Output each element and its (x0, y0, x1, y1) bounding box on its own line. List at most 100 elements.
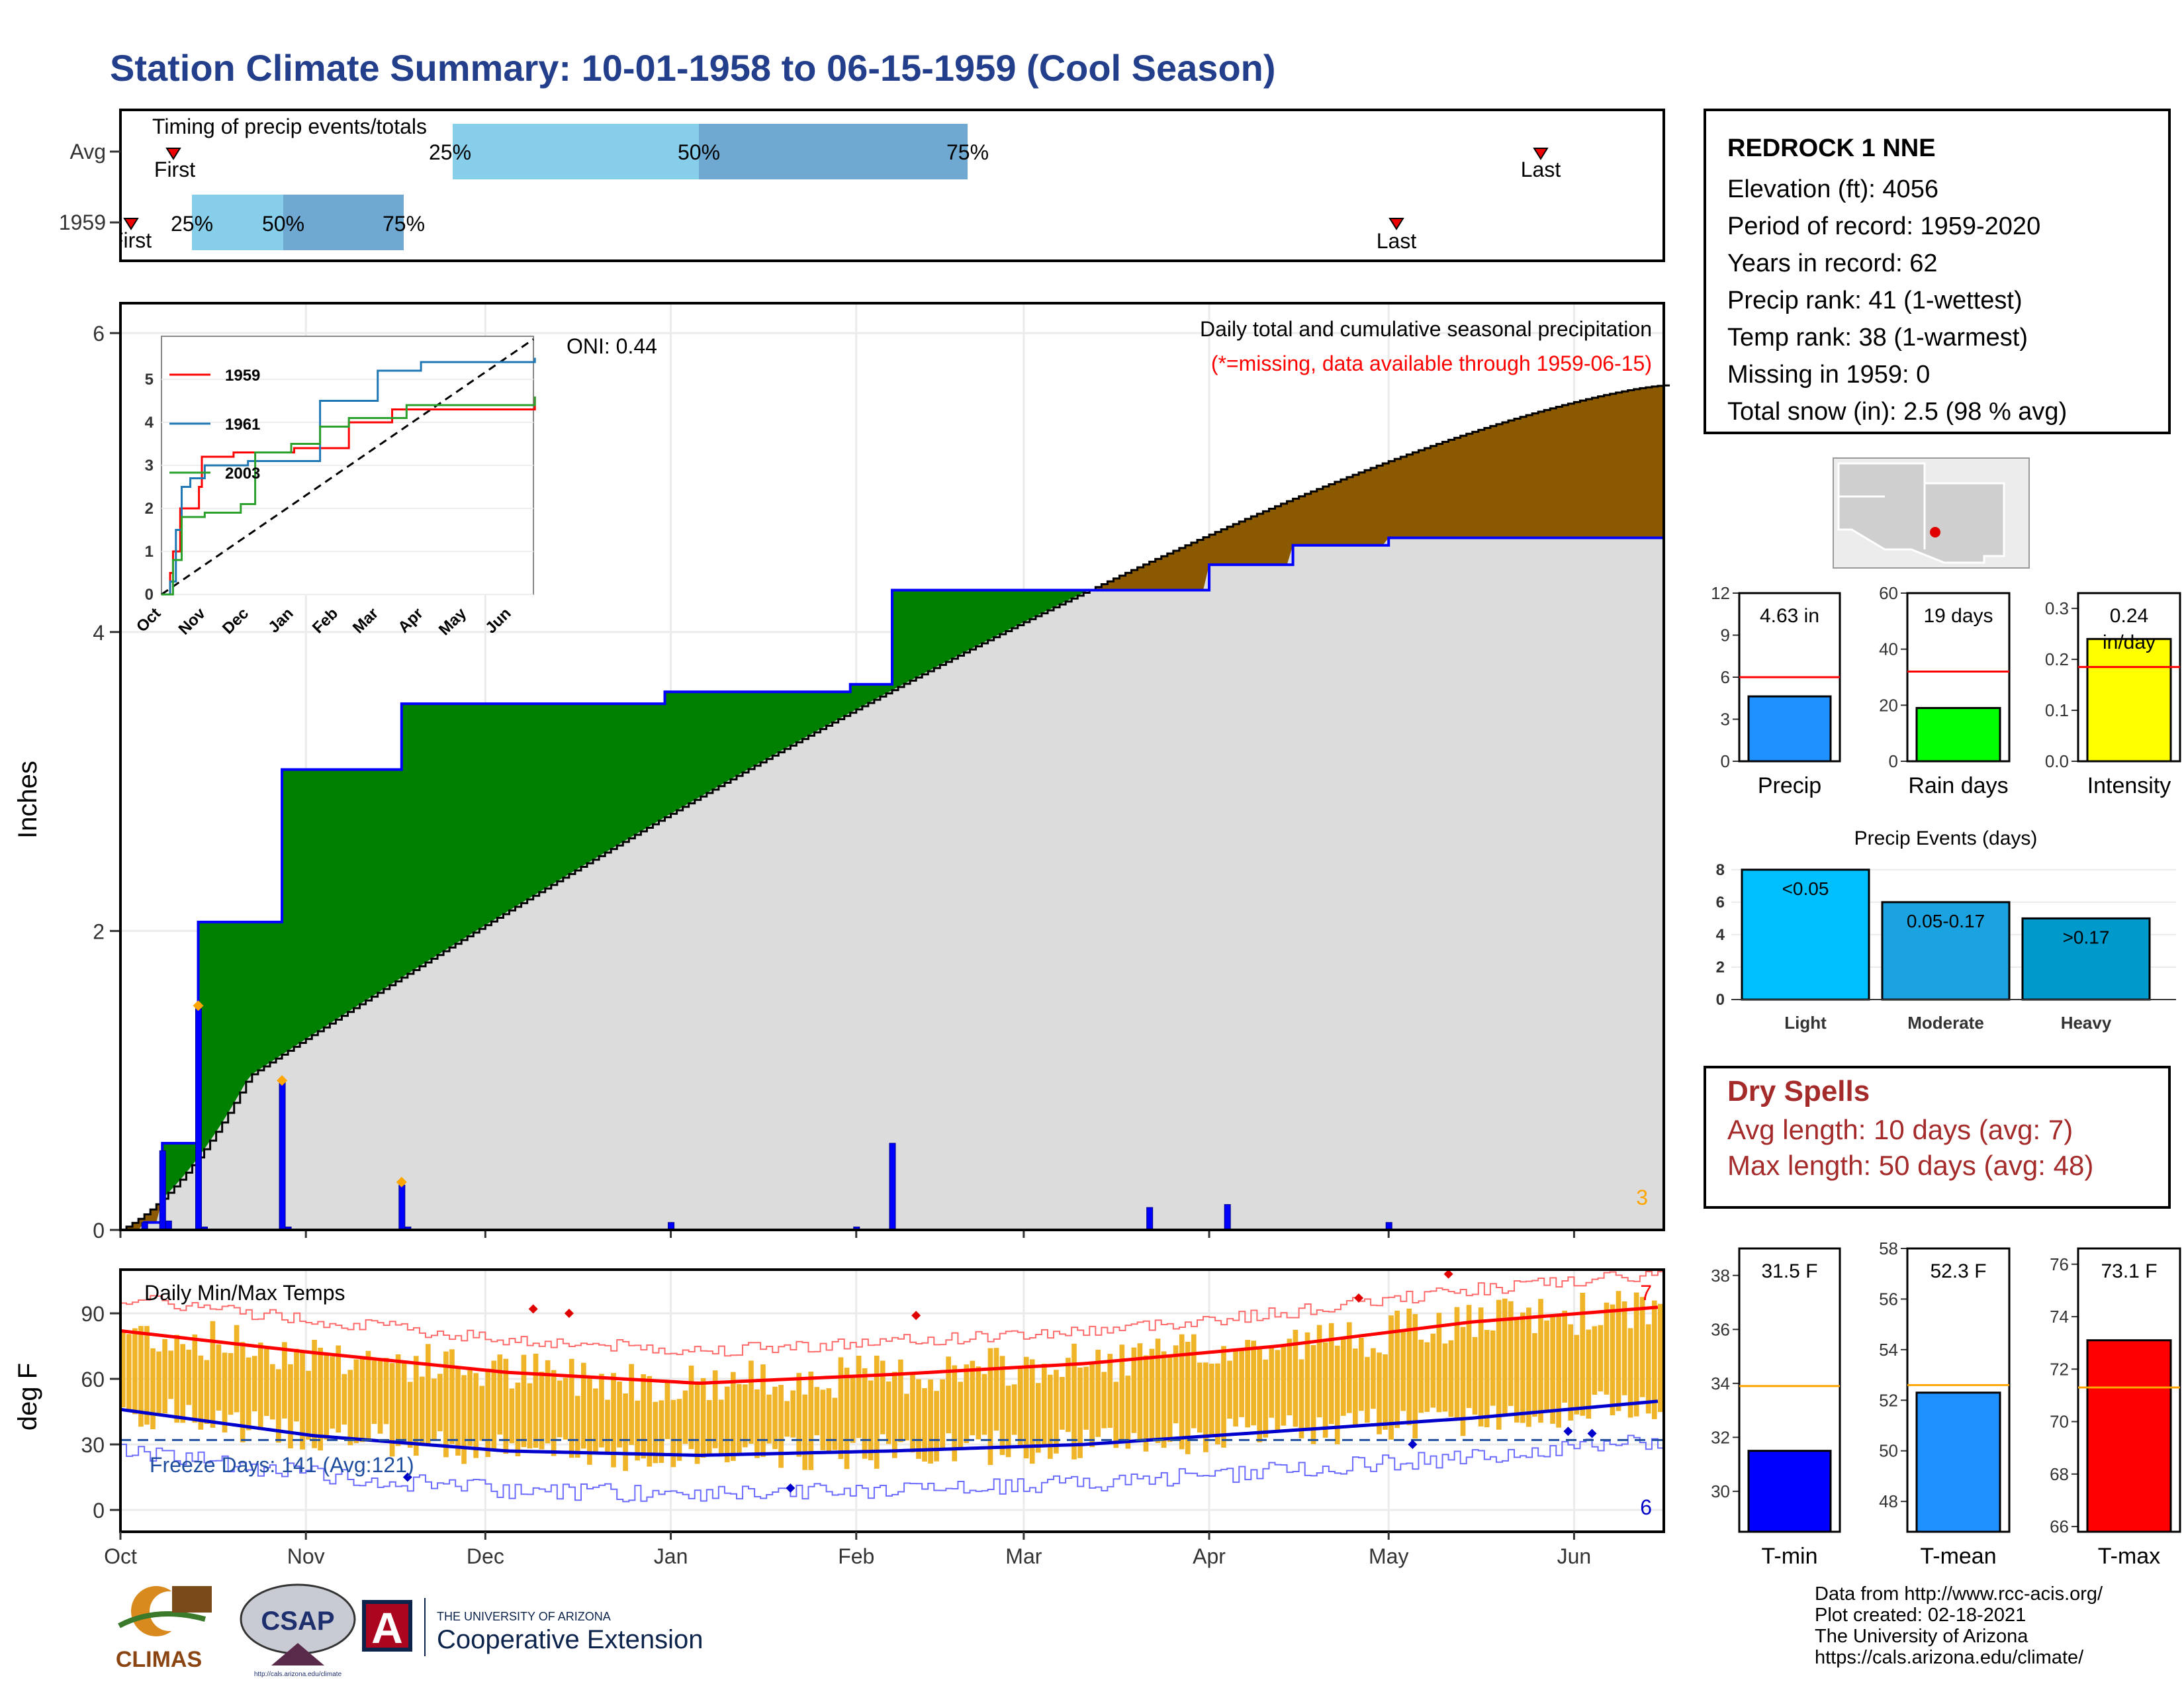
temp-range-bar (1041, 1364, 1047, 1446)
temp-range-bar (910, 1374, 915, 1453)
temp-range-bar (1233, 1351, 1238, 1427)
temp-range-bar (664, 1380, 670, 1439)
surplus-segment (1627, 390, 1635, 538)
surplus-segment (1394, 459, 1401, 538)
timing-yr-first: First (111, 228, 152, 252)
temp-range-bar (749, 1360, 754, 1444)
deficit-segment (868, 684, 875, 704)
temp-range-bar (964, 1364, 970, 1444)
temp-range-bar (1155, 1338, 1161, 1443)
temp-range-bar (647, 1376, 653, 1467)
temp-range-bar (138, 1326, 144, 1427)
temp-ylabel: deg F (13, 1363, 42, 1430)
temp-range-bar (1060, 1377, 1065, 1430)
temp-range-bar (1298, 1359, 1304, 1438)
temp-range-bar (1185, 1341, 1191, 1454)
surplus-segment (1328, 484, 1336, 545)
deficit-segment (826, 692, 833, 726)
temp-range-bar (820, 1389, 826, 1450)
temp-range-bar (874, 1355, 880, 1469)
surplus-segment (1245, 518, 1251, 565)
summary-category-label: Intensity (2087, 773, 2171, 798)
surplus-segment (1502, 422, 1509, 538)
record-high-marker (911, 1311, 921, 1321)
precip-plot (120, 384, 1670, 1231)
surplus-segment (1322, 487, 1330, 545)
deficit-segment (623, 704, 629, 842)
surplus-segment (1215, 532, 1222, 565)
deficit-segment (886, 684, 893, 694)
inset-ytick-label: 3 (145, 457, 154, 475)
temp-range-bar (347, 1370, 353, 1446)
surplus-segment (1550, 408, 1557, 538)
temp-range-bar (407, 1382, 413, 1448)
deficit-segment (987, 590, 995, 641)
summary-ytick-label: 56 (1879, 1289, 1898, 1309)
temp-range-bar (533, 1353, 539, 1448)
deficit-segment (599, 704, 606, 857)
deficit-segment (772, 692, 779, 756)
deficit-segment (946, 590, 952, 662)
deficit-segment (659, 704, 666, 821)
deficit-segment (964, 590, 971, 653)
deficit-segment (635, 704, 641, 835)
surplus-segment (1143, 564, 1150, 590)
timing-avg-first-marker (165, 148, 181, 160)
summary-category-label: T-min (1762, 1544, 1818, 1569)
temp-range-bar (880, 1360, 886, 1434)
temp-range-bar (706, 1400, 712, 1456)
month-axis: Oct Nov Dec Jan Feb Mar Apr May Jun (104, 1532, 1591, 1568)
deficit-segment (294, 769, 300, 1047)
temp-range-bar (263, 1348, 269, 1417)
deficit-segment (647, 704, 654, 828)
deficit-segment (844, 692, 851, 716)
temp-range-bar (928, 1379, 933, 1464)
daily-precip-bar (159, 1150, 166, 1231)
temp-range-bar (455, 1368, 461, 1456)
temp-range-bar (676, 1399, 682, 1461)
summary-value-bar (1915, 1391, 2001, 1533)
deficit-segment (563, 704, 570, 878)
temp-range-bar (599, 1374, 604, 1448)
temp-label: Daily Min/Max Temps (144, 1281, 345, 1305)
temp-ytick-label: 90 (81, 1302, 105, 1326)
temp-range-bar (1365, 1356, 1370, 1423)
surplus-segment (1257, 514, 1264, 565)
temp-range-bar (724, 1386, 730, 1463)
deficit-segment (904, 590, 911, 684)
summary-ytick-label: 0.1 (2045, 700, 2069, 720)
temp-range-bar (240, 1342, 246, 1442)
temp-range-bar (1095, 1349, 1101, 1437)
temp-range-bar (623, 1393, 628, 1472)
surplus-segment (1610, 393, 1617, 538)
footer-line-1: Data from http://www.rcc-acis.org/ (1815, 1583, 2103, 1605)
precip-ytick-label: 2 (93, 919, 105, 943)
temp-range-bar (1520, 1312, 1525, 1423)
surplus-segment (1239, 521, 1246, 565)
surplus-segment (1275, 506, 1282, 565)
temp-range-bar (371, 1360, 377, 1425)
deficit-segment (916, 590, 923, 678)
tmin-count: 6 (1640, 1495, 1652, 1519)
temp-range-bar (694, 1384, 700, 1464)
month-label: May (1369, 1544, 1408, 1568)
temp-range-bar (269, 1364, 275, 1420)
temp-range-bar (1394, 1310, 1400, 1429)
temp-range-bar (1598, 1325, 1604, 1391)
deficit-segment (479, 704, 486, 929)
timing-avg-p50: 50% (678, 140, 720, 164)
temp-range-bar (1346, 1322, 1352, 1413)
temp-range-bar (1173, 1345, 1179, 1424)
summary-value-bar (2086, 637, 2172, 763)
temp-range-bar (1161, 1351, 1167, 1448)
surplus-segment (1478, 430, 1485, 538)
summary-value-bar (1747, 1450, 1832, 1533)
inset-series-line (161, 357, 536, 596)
temp-range-bar (1089, 1362, 1095, 1448)
deficit-segment (1077, 590, 1084, 596)
surplus-segment (1436, 444, 1443, 538)
temp-frame (119, 1268, 1665, 1533)
summary-category-label: Rain days (1908, 773, 2008, 798)
surplus-segment (1298, 496, 1306, 545)
temp-range-bar (593, 1388, 598, 1452)
